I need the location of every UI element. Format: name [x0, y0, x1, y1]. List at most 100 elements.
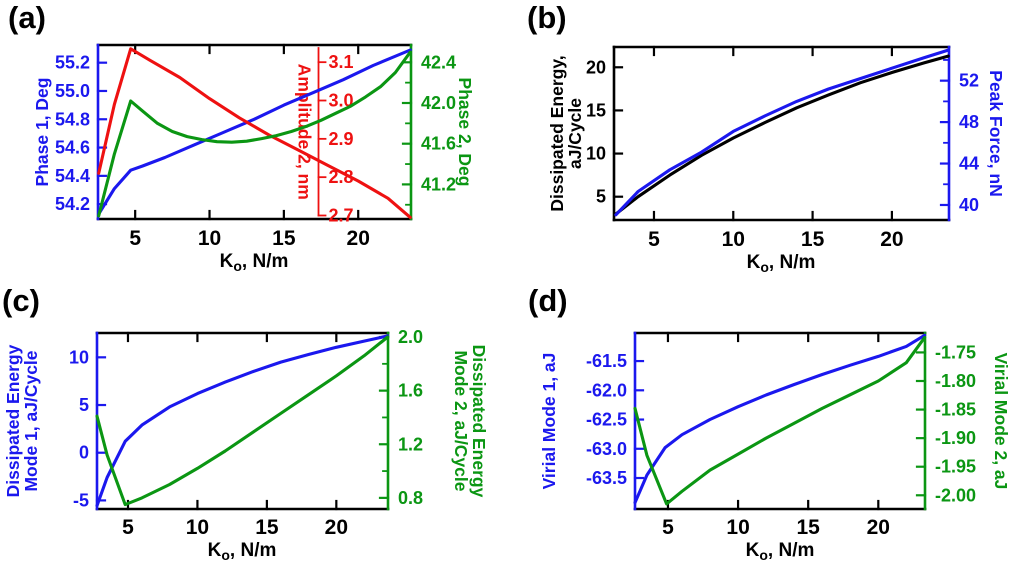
series-peak-force — [614, 48, 950, 217]
y-tick-label: 54.8 — [55, 109, 90, 129]
panel-c-left-axis: -5 0 5 10 Dissipated EnergyMode 1, aJ/Cycle — [3, 331, 107, 510]
series-phase-2 — [97, 50, 412, 218]
series-dissipated-energy-mode-1 — [95, 334, 390, 508]
x-tick-label: 20 — [880, 228, 903, 251]
axis-title-virial-mode-1-aj: Virial Mode 1, aJ — [539, 353, 559, 490]
y-tick-label: 1.6 — [398, 381, 423, 401]
y-tick-label: 52 — [959, 71, 979, 91]
series-amplitude-2 — [97, 47, 412, 219]
axis-title-dissipated-energy-mode-2-aj-cycle: Dissipated EnergyMode 2, aJ/Cycle — [451, 345, 489, 498]
x-tick-label: 15 — [255, 516, 279, 539]
y-tick-label: -63.5 — [586, 468, 627, 488]
panel-label-a: (a) — [8, 0, 46, 35]
series-virial-mode-2 — [633, 336, 927, 506]
y-tick-label: 0 — [79, 443, 89, 463]
y-tick-label: 5 — [596, 187, 606, 207]
y-tick-label: 41.6 — [421, 134, 456, 154]
series-phase-1 — [97, 48, 412, 216]
y-tick-label: -2.00 — [935, 485, 976, 505]
y-tick-label: -1.95 — [935, 457, 976, 477]
y-tick-label: -5 — [73, 490, 89, 510]
panel-label-d: (d) — [528, 283, 568, 318]
panel-a-floating-axis: 2.7 2.8 2.9 3.0 3.1 Amplitude 2, nm — [295, 47, 354, 226]
y-tick-label: 15 — [586, 100, 606, 120]
x-axis-title: Ko, N/m — [208, 540, 277, 563]
y-tick-label: 54.6 — [55, 138, 90, 158]
panel-label-c: (c) — [2, 283, 40, 318]
panel-d-x-axis: 5 10 15 20 Ko, N/m — [633, 331, 927, 563]
y-tick-label: 48 — [959, 112, 979, 132]
y-tick-label: 1.2 — [398, 434, 423, 454]
x-tick-label: 20 — [325, 516, 348, 539]
y-tick-label: 55.2 — [55, 53, 90, 73]
panel-a-x-axis: 5 10 15 20 Ko, N/m — [96, 43, 413, 274]
y-tick-label: 42.4 — [421, 52, 456, 72]
y-tick-label: 55.0 — [55, 81, 90, 101]
y-tick-label: 2.9 — [329, 129, 354, 149]
y-tick-label: -1.80 — [935, 371, 976, 391]
x-tick-label: 15 — [801, 228, 825, 251]
x-tick-label: 10 — [198, 227, 221, 250]
axis-title-phase-1-deg: Phase 1, Deg — [32, 78, 52, 187]
panel-d-left-axis: -63.5 -63.0 -62.5 -62.0 -61.5 Virial Mode 1, … — [539, 331, 645, 511]
y-tick-label: -1.90 — [935, 428, 976, 448]
x-tick-label: 20 — [867, 516, 890, 539]
series-dissipated-energy — [614, 54, 950, 216]
y-tick-label: 3.1 — [329, 52, 354, 72]
x-tick-label: 10 — [722, 228, 745, 251]
series-virial-mode-1 — [633, 333, 927, 505]
y-tick-label: 2.0 — [398, 327, 423, 347]
y-tick-label: 44 — [959, 154, 979, 174]
y-tick-label: 41.2 — [421, 174, 456, 194]
x-tick-label: 5 — [648, 228, 660, 251]
y-tick-label: -1.75 — [935, 342, 976, 362]
y-tick-label: 10 — [69, 347, 89, 367]
x-axis-title: Ko, N/m — [747, 252, 816, 275]
y-tick-label: 54.4 — [55, 166, 90, 186]
y-tick-label: 10 — [586, 144, 606, 164]
y-tick-label: 40 — [959, 195, 979, 215]
y-tick-label: -63.0 — [586, 439, 627, 459]
y-tick-label: -1.85 — [935, 400, 976, 420]
x-tick-label: 5 — [129, 227, 141, 250]
panel-label-b: (b) — [527, 0, 567, 35]
y-tick-label: 2.7 — [329, 206, 354, 226]
x-tick-label: 15 — [272, 227, 296, 250]
panel-c-right-axis: 0.8 1.2 1.6 2.0 Dissipated EnergyMode 2, aJ/… — [378, 327, 489, 511]
x-axis-title: Ko, N/m — [220, 251, 289, 274]
series-dissipated-energy-mode-2 — [95, 335, 390, 507]
y-tick-label: 54.2 — [55, 194, 90, 214]
y-tick-label: 42.0 — [421, 93, 456, 113]
panel-d: 5 10 15 20 Ko, N/m -63.5 -63.0 -62.5 -62.0 -61.5 V… — [539, 331, 1011, 563]
panel-d-right-axis: -2.00 -1.95 -1.90 -1.85 -1.80 -1.75 Virial Mod… — [915, 331, 1011, 511]
x-axis-title: Ko, N/m — [746, 540, 815, 563]
axis-title-peak-force-nn: Peak Force, nN — [986, 70, 1006, 196]
axis-title-virial-mode-2-aj: Virial Mode 2, aJ — [991, 353, 1011, 490]
x-tick-label: 5 — [122, 516, 134, 539]
y-tick-label: -62.0 — [586, 380, 627, 400]
axis-title-amplitude-2-nm: Amplitude 2, nm — [295, 64, 315, 200]
y-tick-label: -62.5 — [586, 410, 627, 430]
x-tick-label: 20 — [347, 227, 370, 250]
panel-c-x-axis: 5 10 15 20 Ko, N/m — [95, 331, 390, 563]
axis-title-dissipated-energy-mode-1-aj-cycle: Dissipated EnergyMode 1, aJ/Cycle — [3, 344, 41, 497]
y-tick-label: 20 — [586, 57, 606, 77]
y-tick-label: 0.8 — [398, 488, 423, 508]
panel-b-x-axis: 5 10 15 20 Ko, N/m — [612, 45, 951, 275]
axis-title-dissipated-energy-aj-cycle: Dissipated Energy,aJ/Cycle — [547, 55, 585, 211]
x-tick-label: 10 — [186, 516, 209, 539]
x-tick-label: 5 — [662, 516, 674, 539]
x-tick-label: 15 — [797, 516, 821, 539]
y-tick-label: 3.0 — [329, 91, 354, 111]
y-tick-label: 2.8 — [329, 167, 354, 187]
y-tick-label: 5 — [79, 395, 89, 415]
panel-a-right-axis: 41.2 41.6 42.0 42.4 Phase 2, Deg — [401, 43, 475, 221]
axis-title-phase-2-deg: Phase 2, Deg — [455, 78, 475, 187]
x-tick-label: 10 — [726, 516, 749, 539]
